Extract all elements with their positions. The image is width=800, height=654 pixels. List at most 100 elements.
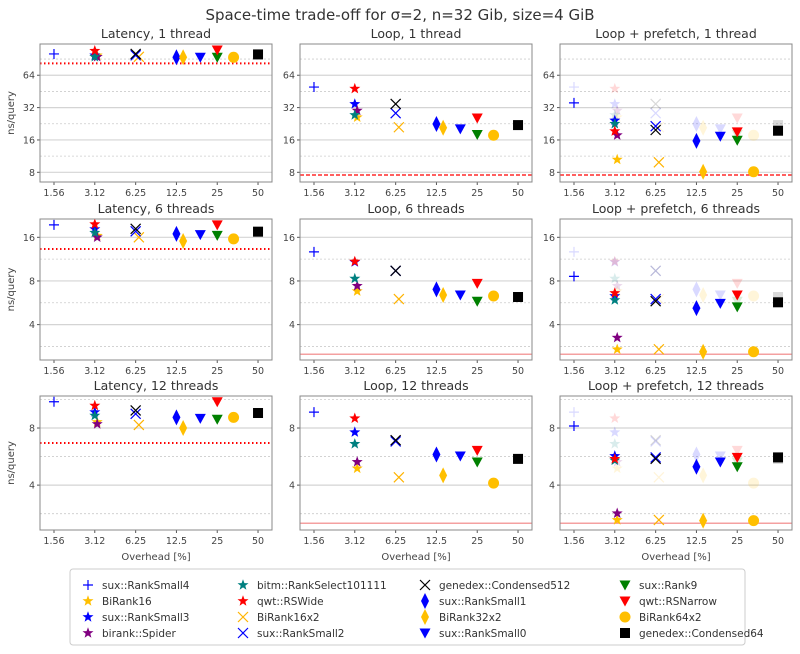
data-point: [390, 435, 402, 447]
data-point: [194, 52, 206, 63]
data-point: [211, 45, 223, 56]
x-tick-label: 3.12: [604, 536, 625, 547]
y-tick-label: 8: [289, 168, 295, 179]
data-point: [133, 419, 145, 431]
data-point: [194, 413, 206, 424]
x-tick-label: 50: [252, 536, 264, 547]
data-point: [228, 411, 240, 423]
y-axis-label: ns/query: [6, 268, 17, 312]
data-point: [714, 298, 726, 309]
legend-item: BiRank16x2: [237, 611, 320, 624]
legend-label: sux::RankSmall3: [102, 612, 190, 624]
data-point: [609, 294, 621, 305]
x-tick-label: 12.5: [166, 366, 187, 377]
data-point: [351, 280, 363, 291]
x-tick-label: 25: [211, 536, 223, 547]
data-point: [130, 225, 142, 237]
plot-frame: [299, 43, 533, 183]
x-axis-label: Overhead [%]: [121, 552, 190, 563]
data-point: [699, 163, 708, 180]
y-axis-label: ns/query: [6, 441, 17, 485]
y-tick-label: 8: [549, 168, 555, 179]
data-point: [471, 296, 483, 307]
x-tick-label: 1.56: [303, 188, 324, 199]
legend-item: qwt::RSNarrow: [619, 596, 717, 608]
plot-frame: [559, 218, 793, 361]
data-point: [731, 462, 743, 473]
legend-item: qwt::RSWide: [237, 595, 324, 608]
legend-label: BiRank32x2: [439, 612, 502, 624]
legend-item: genedex::Condensed64: [620, 628, 764, 640]
legend-marker-icon: [237, 611, 249, 623]
data-point: [349, 255, 361, 267]
y-tick-label: 8: [549, 276, 555, 287]
y-tick-label: 8: [29, 424, 35, 435]
ghost-point: [650, 434, 662, 446]
ghost-point: [611, 111, 623, 122]
data-point: [179, 232, 188, 249]
data-point: [650, 453, 662, 465]
y-tick-label: 4: [289, 320, 295, 331]
legend-label: sux::RankSmall0: [439, 628, 527, 640]
legend-item: sux::RankSmall4: [83, 580, 190, 592]
ghost-point: [748, 477, 760, 489]
legend: sux::RankSmall4BiRank16sux::RankSmall3bi…: [69, 568, 764, 646]
data-point: [568, 97, 579, 108]
x-tick-label: 50: [252, 188, 264, 199]
y-axis-label: ns/query: [6, 91, 17, 135]
data-point: [650, 451, 662, 463]
data-point: [351, 462, 363, 474]
legend-label: qwt::RSNarrow: [639, 596, 717, 608]
x-tick-label: 1.56: [563, 536, 584, 547]
data-point: [714, 131, 726, 142]
plot-frame: [299, 218, 533, 361]
data-point: [731, 127, 743, 138]
subplot-title: Loop, 1 thread: [371, 26, 462, 41]
ghost-point: [609, 438, 621, 449]
subplot-title: Loop + prefetch, 6 threads: [592, 201, 760, 216]
legend-marker-icon: [237, 579, 249, 590]
data-point: [773, 125, 784, 136]
data-point: [228, 51, 240, 63]
data-point: [488, 290, 500, 302]
subplot-6: Loop + prefetch, 6 threads 4 8 16 1.56 3.12 6.…: [543, 201, 793, 377]
data-point: [308, 407, 319, 418]
data-point: [731, 135, 743, 146]
y-tick-label: 8: [29, 168, 35, 179]
legend-item: sux::RankSmall2: [237, 627, 345, 640]
ghost-point: [650, 98, 662, 110]
data-point: [699, 343, 708, 360]
legend-marker-icon: [421, 593, 429, 609]
ghost-point: [714, 451, 726, 462]
legend-marker-icon: [419, 628, 431, 639]
data-point: [773, 452, 784, 463]
x-tick-label: 12.5: [166, 188, 187, 199]
data-point: [611, 153, 623, 165]
x-tick-label: 6.25: [645, 536, 666, 547]
legend-marker-icon: [82, 595, 94, 606]
data-point: [211, 414, 223, 425]
x-tick-label: 6.25: [125, 188, 146, 199]
data-point: [89, 45, 101, 56]
data-point: [471, 278, 483, 289]
ghost-point: [650, 265, 662, 277]
data-point: [653, 343, 665, 355]
legend-marker-icon: [237, 595, 249, 606]
y-tick-label: 4: [549, 320, 555, 331]
data-point: [653, 156, 665, 168]
plot-frame: [559, 395, 793, 531]
legend-label: BiRank16: [102, 596, 152, 608]
data-point: [211, 220, 223, 231]
data-point: [89, 218, 101, 229]
legend-label: sux::RankSmall1: [439, 596, 527, 608]
data-point: [731, 302, 743, 313]
data-point: [611, 514, 623, 525]
subplot-title: Loop, 12 threads: [363, 378, 468, 393]
ghost-point: [731, 296, 743, 307]
subplot-8: Loop, 12 threads 4 8 1.56 3.12 6.25 12.5 25 50 Ov…: [289, 378, 533, 563]
legend-label: BiRank16x2: [257, 612, 320, 624]
x-tick-label: 50: [252, 366, 264, 377]
plot-frame: [39, 218, 273, 361]
x-tick-label: 12.5: [686, 366, 707, 377]
legend-marker-icon: [620, 628, 630, 638]
